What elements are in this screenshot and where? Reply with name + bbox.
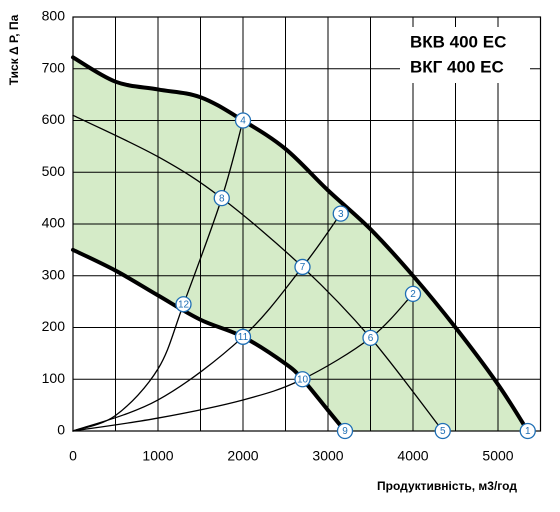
y-tick-label: 200 [42,318,66,334]
y-tick-label: 500 [42,163,66,179]
point-label: 2 [410,289,416,300]
point-label: 10 [297,374,309,385]
point-label: 7 [300,262,306,273]
y-tick-label: 0 [57,422,65,438]
title-box [400,27,530,83]
x-tick-label: 3000 [312,448,343,464]
y-tick-label: 700 [42,59,66,75]
limit-curve [71,55,530,433]
point-marker [234,328,252,345]
point-marker [175,296,192,313]
point-label: 9 [342,426,348,437]
x-axis-label: Продуктивність, м3/год [377,479,517,493]
plot-frame [72,16,542,432]
chart-title: ВКВ 400 ЕС [410,32,506,51]
point-label: 8 [219,193,225,204]
x-tick-label: 5000 [482,448,513,464]
y-axis-label: Тиск Δ Р, Па [7,14,21,85]
point-marker [213,189,230,207]
chart-title: ВКГ 400 ЕС [410,57,504,76]
x-tick-label: 1000 [142,448,173,464]
point-marker [519,422,536,440]
point-marker [336,422,354,440]
point-label: 6 [368,333,374,344]
point-label: 1 [525,426,531,437]
point-label: 11 [238,332,249,343]
point-label: 5 [440,426,446,437]
performance-curve [72,114,444,432]
point-marker [294,258,311,276]
area-layer [73,57,528,432]
point-marker [434,422,451,440]
performance-curve [72,119,244,432]
y-tick-label: 800 [42,8,66,24]
point-label: 4 [240,116,246,127]
point-marker [404,285,422,303]
point-marker [332,205,349,222]
y-tick-label: 300 [42,266,66,282]
grid-layer [72,16,542,432]
x-tick-label: 2000 [227,448,258,464]
point-marker [234,112,252,129]
point-label: 12 [178,299,190,310]
y-tick-label: 600 [42,111,66,127]
point-marker [362,329,379,347]
point-marker [294,371,311,388]
operating-area [73,57,528,432]
x-tick-label: 4000 [397,448,428,464]
y-tick-label: 400 [42,215,66,231]
point-label: 3 [338,209,344,220]
y-tick-label: 100 [42,370,66,386]
x-tick-label: 0 [69,448,77,464]
